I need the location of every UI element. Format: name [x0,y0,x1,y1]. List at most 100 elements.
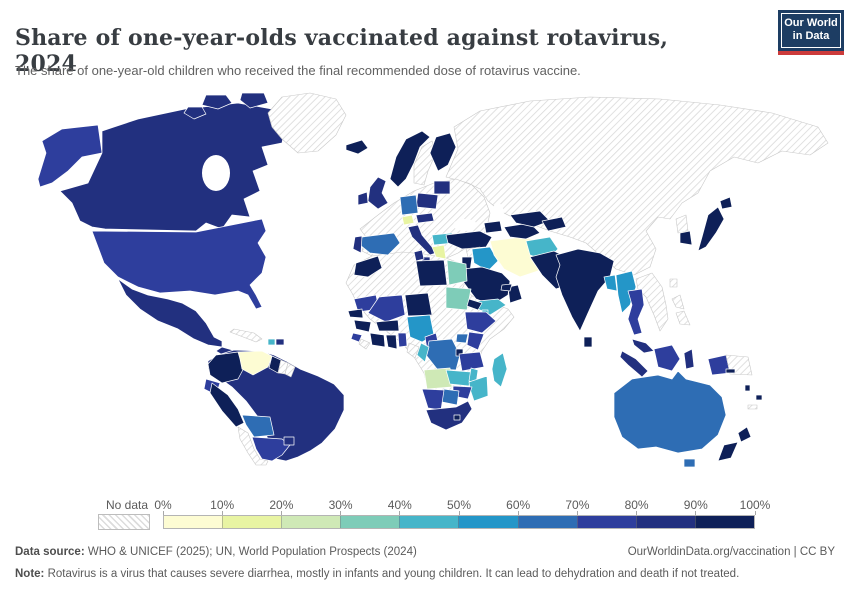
country-indonesia-sumatra[interactable] [619,350,649,378]
country-venezuela[interactable] [237,350,273,376]
legend-bin[interactable] [517,516,577,528]
country-south-korea[interactable] [679,230,693,246]
country-mali[interactable] [367,294,406,323]
country-bangladesh[interactable] [603,274,618,292]
country-turkey[interactable] [445,230,493,250]
country-french-guiana[interactable] [284,362,296,378]
country-brazil[interactable] [207,349,345,462]
country-cote-divoire[interactable] [369,332,386,348]
country-uzbekistan[interactable] [509,210,551,228]
country-new-zealand-south[interactable] [717,441,739,462]
country-canada[interactable] [59,102,287,232]
country-thailand[interactable] [627,288,645,336]
country-baltics[interactable] [433,180,451,195]
country-eritrea[interactable] [466,298,483,311]
country-botswana[interactable] [441,388,460,406]
country-oman[interactable] [507,284,523,304]
country-kenya[interactable] [466,331,485,351]
country-austria[interactable] [415,212,435,224]
country-chile[interactable] [237,426,269,466]
country-tasmania[interactable] [683,458,696,468]
country-norway[interactable] [389,130,431,188]
country-japan-hokkaido[interactable] [719,196,733,210]
country-ghana[interactable] [385,334,398,350]
country-sudan[interactable] [445,286,472,311]
legend-bin[interactable] [694,516,754,528]
country-tanzania[interactable] [458,351,485,372]
country-taiwan[interactable] [669,278,678,288]
country-philippines[interactable] [675,310,691,326]
country-egypt[interactable] [446,259,468,286]
country-senegal[interactable] [347,308,364,319]
country-sierra-leone[interactable] [350,332,363,343]
country-liberia[interactable] [358,338,371,350]
country-argentina[interactable] [251,436,291,462]
country-guinea[interactable] [353,319,372,333]
country-dominican-republic[interactable] [275,338,285,346]
country-ireland[interactable] [357,191,369,206]
country-poland[interactable] [415,192,439,210]
country-iceland[interactable] [345,139,369,155]
country-congo[interactable] [416,342,430,363]
country-north-korea[interactable] [675,214,689,234]
legend-bin[interactable] [399,516,459,528]
owid-citation-link[interactable]: OurWorldinData.org/vaccination | CC BY [627,546,835,558]
legend-bin[interactable] [340,516,400,528]
country-zambia[interactable] [445,369,472,387]
country-switzerland[interactable] [401,214,415,226]
country-uk[interactable] [367,176,389,210]
country-uae[interactable] [500,283,513,292]
country-saudi-arabia[interactable] [461,266,511,306]
country-angola[interactable] [423,367,453,390]
country-solomon-islands[interactable] [725,368,736,374]
country-ethiopia[interactable] [464,311,497,334]
country-greece[interactable] [431,244,447,260]
country-burkina-faso[interactable] [375,319,400,332]
country-caucasus[interactable] [483,220,503,234]
legend-bin[interactable] [164,516,223,528]
country-arctic-canada[interactable] [239,92,269,109]
country-japan[interactable] [697,206,725,252]
country-uganda[interactable] [455,333,469,344]
country-bolivia[interactable] [241,414,275,438]
country-haiti[interactable] [267,338,276,346]
country-new-zealand-north[interactable] [737,426,752,443]
country-indonesia-kalimantan[interactable] [653,344,681,372]
country-uruguay[interactable] [283,436,295,446]
country-indonesia-sulawesi[interactable] [683,348,695,370]
country-portugal[interactable] [352,235,363,254]
country-new-caledonia[interactable] [747,404,758,410]
legend-bin[interactable] [222,516,282,528]
country-mexico[interactable] [117,278,223,348]
legend-bin[interactable] [576,516,636,528]
country-niger[interactable] [404,292,433,317]
country-cuba[interactable] [229,328,263,343]
country-philippines[interactable] [671,294,685,310]
country-tunisia[interactable] [413,249,425,262]
country-morocco[interactable] [353,255,383,278]
country-fiji[interactable] [755,394,763,401]
country-libya[interactable] [415,259,448,287]
country-germany[interactable] [399,194,419,216]
legend-no-data-swatch[interactable] [98,514,150,530]
country-namibia[interactable] [421,388,445,411]
legend-bin[interactable] [635,516,695,528]
country-lesotho[interactable] [453,414,461,421]
owid-logo[interactable]: Our World in Data [778,10,844,55]
country-gabon[interactable] [406,342,420,359]
country-australia[interactable] [613,370,727,454]
legend-bin[interactable] [458,516,518,528]
country-vanuatu[interactable] [744,384,751,392]
country-myanmar[interactable] [615,270,637,314]
country-finland[interactable] [429,132,457,172]
country-togo-benin[interactable] [397,332,408,348]
country-south-africa[interactable] [425,400,473,431]
country-iraq[interactable] [471,246,499,272]
country-arctic-canada[interactable] [201,94,233,110]
country-kyrgyz-tajik[interactable] [541,216,567,232]
country-sri-lanka[interactable] [583,336,593,348]
country-peru[interactable] [209,382,245,428]
country-madagascar[interactable] [491,352,508,388]
legend-bin[interactable] [281,516,341,528]
country-usa[interactable] [91,218,267,310]
